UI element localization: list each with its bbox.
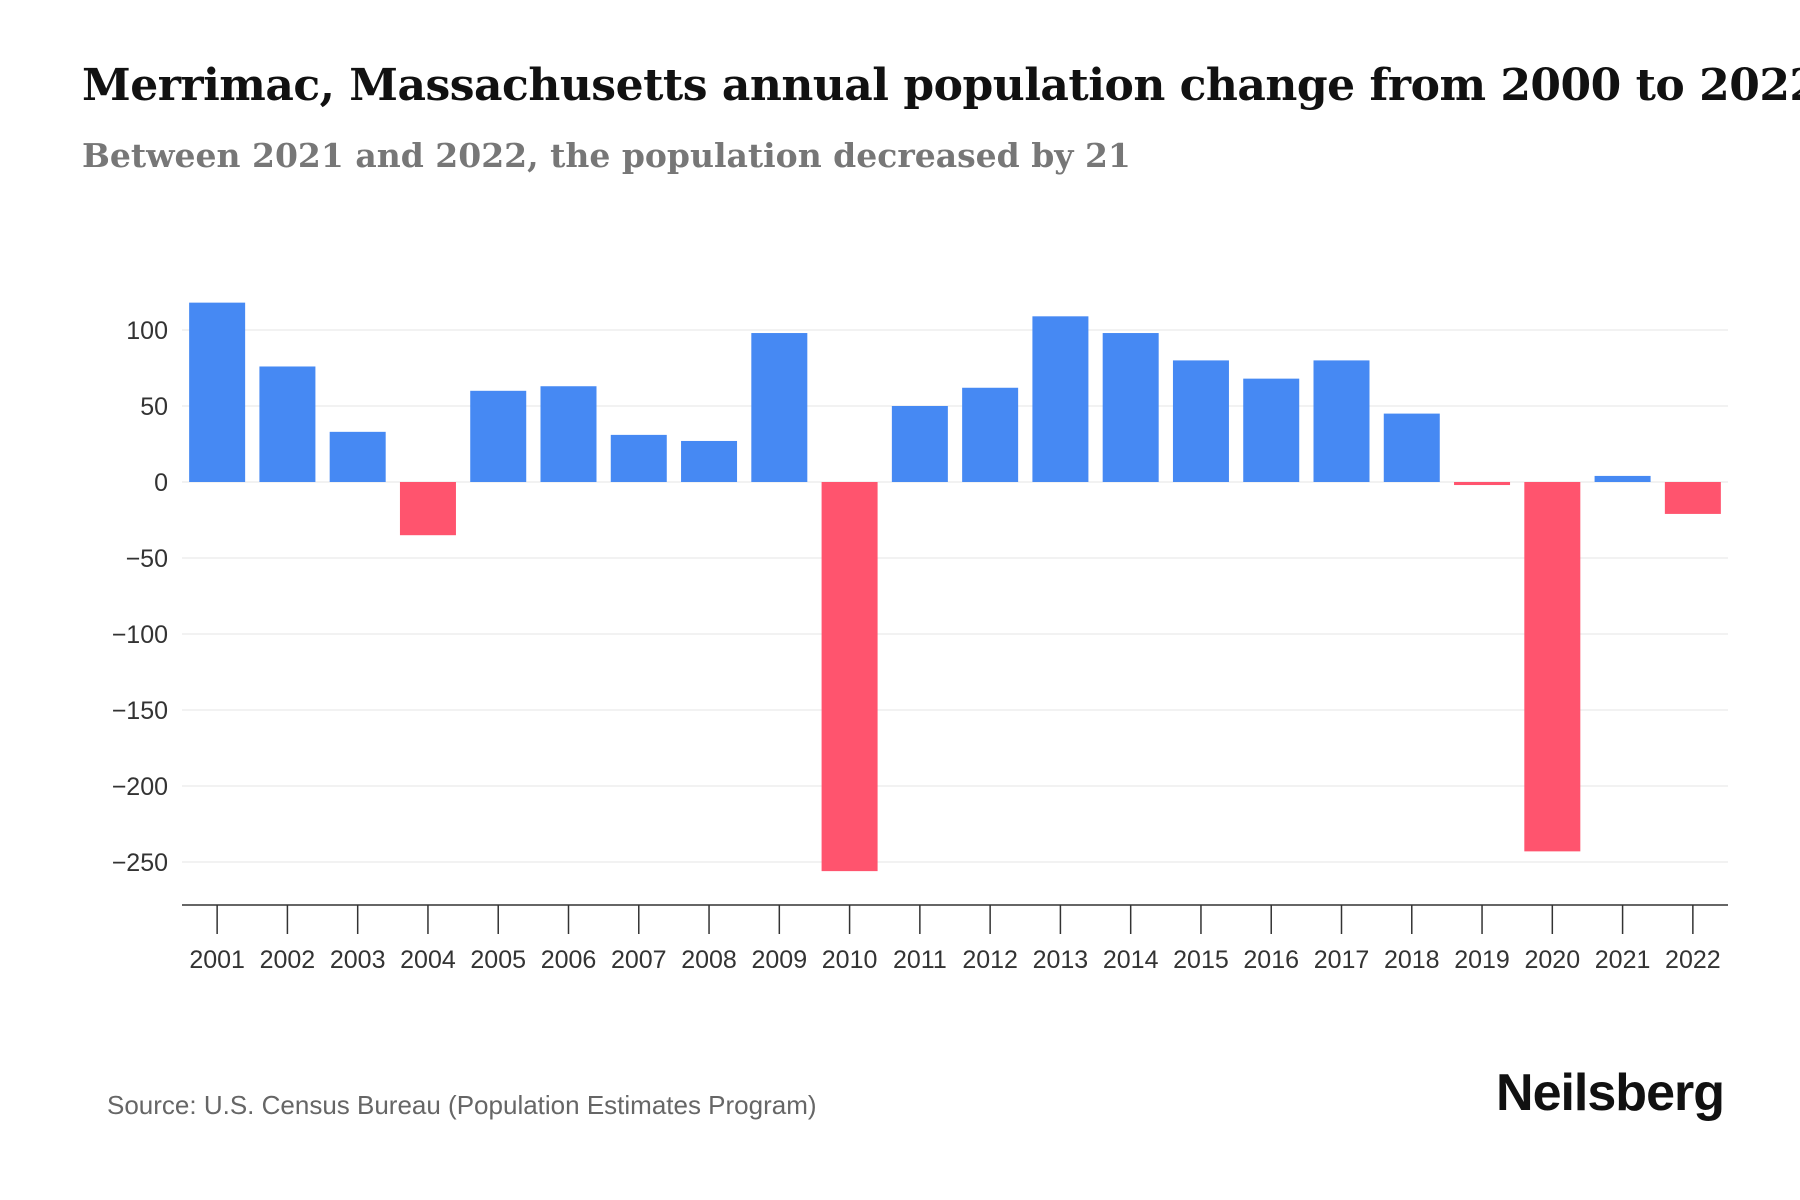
y-tick-label: −150 — [112, 697, 168, 725]
bar-2010 — [821, 482, 878, 872]
x-tick-label: 2021 — [1595, 946, 1651, 974]
x-tick-label: 2016 — [1243, 946, 1299, 974]
y-axis-ticks: 100 50 0 −50 −100 −150 −200 −250 — [112, 317, 168, 877]
bar-2008 — [681, 440, 738, 482]
x-tick-label: 2002 — [260, 946, 316, 974]
x-tick-label: 2020 — [1525, 946, 1581, 974]
x-tick-label: 2013 — [1033, 946, 1089, 974]
bar-2016 — [1243, 378, 1300, 482]
bar-2004 — [399, 482, 456, 536]
y-tick-label: −100 — [112, 621, 168, 649]
x-tick-label: 2008 — [681, 946, 737, 974]
bar-2011 — [891, 406, 948, 482]
x-tick-label: 2011 — [893, 946, 947, 974]
bar-2007 — [610, 434, 667, 482]
y-tick-label: 50 — [140, 393, 168, 421]
x-tick-label: 2007 — [611, 946, 667, 974]
bar-2002 — [259, 366, 316, 482]
chart-title: Merrimac, Massachusetts annual populatio… — [82, 60, 1800, 111]
x-tick-label: 2018 — [1384, 946, 1440, 974]
chart-subtitle: Between 2021 and 2022, the population de… — [82, 136, 1131, 175]
bar-2019 — [1454, 482, 1511, 486]
bar-2005 — [470, 390, 527, 482]
bar-2022 — [1664, 482, 1721, 514]
grid-lines — [182, 329, 1728, 863]
bar-2006 — [540, 386, 597, 482]
x-tick-label: 2010 — [822, 946, 878, 974]
bar-2021 — [1594, 475, 1651, 482]
x-tick-label: 2014 — [1103, 946, 1159, 974]
x-tick-label: 2022 — [1665, 946, 1721, 974]
bar-2001 — [189, 302, 246, 482]
x-tick-label: 2003 — [330, 946, 386, 974]
x-tick-label: 2012 — [962, 946, 1018, 974]
x-tick-label: 2019 — [1454, 946, 1510, 974]
x-tick-label: 2006 — [541, 946, 597, 974]
bar-2017 — [1313, 360, 1370, 482]
source-note: Source: U.S. Census Bureau (Population E… — [107, 1090, 817, 1120]
y-tick-label: 0 — [154, 469, 168, 497]
x-axis-ticks: 2001 2002 2003 2004 2005 2006 2007 2008 2009 2010… — [189, 905, 1721, 974]
x-tick-label: 2009 — [752, 946, 808, 974]
x-tick-label: 2005 — [470, 946, 526, 974]
y-tick-label: −250 — [112, 849, 168, 877]
x-tick-label: 2004 — [400, 946, 456, 974]
bar-2012 — [962, 387, 1019, 482]
bar-2020 — [1524, 482, 1581, 852]
y-tick-label: −200 — [112, 773, 168, 801]
bar-2018 — [1383, 413, 1440, 482]
bar-2015 — [1172, 360, 1229, 482]
x-tick-label: 2001 — [189, 946, 245, 974]
x-tick-label: 2017 — [1314, 946, 1370, 974]
bar-2013 — [1032, 316, 1089, 482]
bar-2003 — [329, 431, 386, 482]
bar-2009 — [751, 333, 808, 482]
bars — [189, 302, 1721, 872]
neilsberg-logo: Neilsberg — [1496, 1064, 1725, 1122]
x-tick-label: 2015 — [1173, 946, 1229, 974]
y-tick-label: −50 — [126, 545, 168, 573]
y-tick-label: 100 — [126, 317, 168, 345]
bar-2014 — [1102, 333, 1159, 482]
